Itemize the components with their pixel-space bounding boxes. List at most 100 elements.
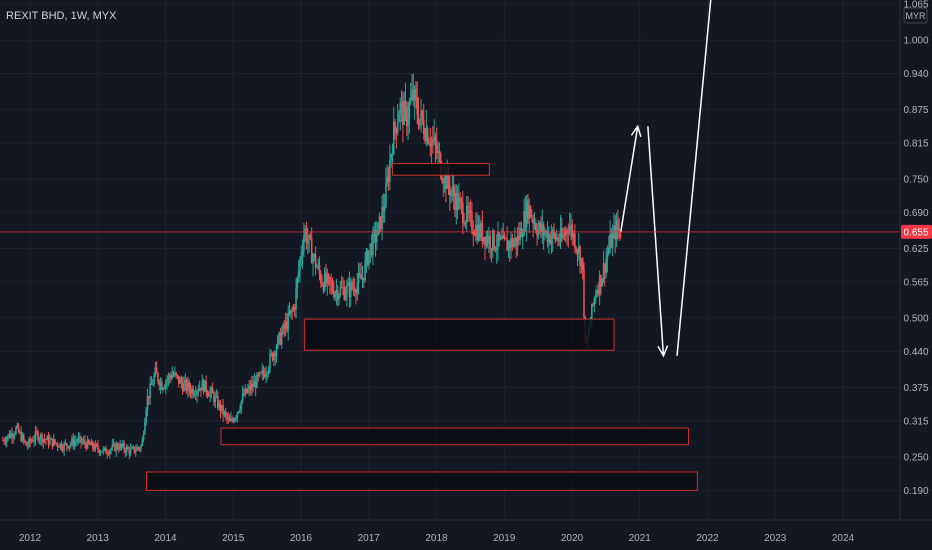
- candle-body: [278, 332, 280, 337]
- candle-body: [116, 444, 119, 449]
- support-zone-box: [146, 471, 698, 491]
- candle-body: [442, 181, 445, 184]
- candle-body: [611, 232, 614, 248]
- candle-body: [525, 200, 528, 227]
- candle-body: [540, 222, 542, 233]
- candle-body: [133, 447, 136, 453]
- candle-body: [274, 352, 277, 357]
- candle-body: [150, 383, 153, 386]
- currency-badge[interactable]: [903, 7, 928, 24]
- candle-body: [191, 388, 193, 394]
- candle-body: [188, 382, 191, 390]
- candle-body: [226, 414, 228, 419]
- candle-body: [601, 279, 604, 287]
- candle-body: [351, 282, 353, 289]
- x-tick-label: 2015: [222, 533, 245, 544]
- candle-body: [305, 228, 308, 244]
- candle-body: [468, 210, 471, 214]
- candle-body: [515, 237, 518, 247]
- candle-body: [404, 100, 407, 107]
- candle-body: [514, 237, 516, 243]
- candle-body: [331, 283, 334, 292]
- candle-body: [348, 282, 351, 298]
- candle-body: [91, 441, 94, 448]
- candle-body: [230, 418, 232, 422]
- x-tick-label: 2016: [290, 533, 313, 544]
- candle-body: [291, 309, 293, 311]
- candle-body: [107, 453, 110, 455]
- candle-body: [551, 230, 554, 238]
- candle-body: [7, 434, 9, 438]
- candle-body: [548, 234, 550, 243]
- candle-body: [600, 274, 602, 287]
- candle-body: [56, 443, 59, 447]
- candle-body: [108, 450, 111, 455]
- candle-body: [344, 294, 347, 300]
- candle-body: [506, 238, 508, 251]
- candle-body: [614, 225, 617, 240]
- candle-body: [317, 265, 319, 268]
- time-axis-ticks: 2012 2013 2014 2015 2016 2017 2018 2019 2020 2021…: [19, 533, 855, 544]
- candle-body: [441, 176, 443, 182]
- candle-body: [521, 234, 524, 238]
- candle-body: [189, 389, 192, 394]
- candle-body: [313, 254, 316, 257]
- candle-body: [204, 380, 206, 392]
- price-axis-panel[interactable]: [900, 0, 932, 520]
- candle-body: [8, 434, 11, 438]
- candle-body: [507, 242, 510, 251]
- candle-body: [456, 192, 459, 209]
- candle-body: [486, 236, 489, 244]
- candle-body: [357, 273, 360, 284]
- candle-body: [164, 381, 167, 388]
- candle-body: [438, 150, 441, 154]
- candle-body: [58, 446, 60, 448]
- candle-body: [217, 396, 219, 408]
- arrow-head: [657, 345, 669, 358]
- candle-body: [323, 272, 326, 291]
- candle-body: [618, 229, 620, 231]
- candle-body: [73, 441, 76, 446]
- candle-body: [310, 238, 313, 264]
- candle-body: [262, 370, 265, 375]
- y-tick-label: 1.000: [903, 36, 928, 47]
- candle-body: [594, 294, 597, 298]
- candle-body: [129, 448, 132, 454]
- y-tick-label: 1.065: [903, 0, 928, 11]
- candle-body: [296, 277, 299, 288]
- candle-body: [478, 224, 481, 237]
- candle-body: [343, 287, 346, 300]
- y-tick-label: 0.750: [903, 175, 928, 186]
- candle-body: [544, 233, 546, 236]
- candle-body: [283, 324, 286, 329]
- candle-body: [312, 256, 314, 264]
- candle-body: [33, 439, 35, 442]
- candle-body: [179, 379, 181, 384]
- candle-body: [115, 444, 118, 452]
- candle-body: [235, 417, 237, 419]
- candle-body: [277, 336, 279, 348]
- y-tick-label: 0.250: [903, 452, 928, 463]
- candle-body: [54, 439, 56, 444]
- time-axis-panel[interactable]: [0, 520, 932, 550]
- candle-body: [3, 440, 6, 442]
- candle-body: [26, 445, 29, 447]
- candle-body: [67, 446, 69, 449]
- candle-body: [558, 241, 561, 243]
- candle-body: [330, 282, 333, 284]
- candle-body: [432, 140, 434, 141]
- candle-body: [519, 228, 521, 240]
- y-tick-label: 0.625: [903, 244, 928, 255]
- candle-body: [244, 388, 247, 396]
- candle-body: [617, 220, 619, 230]
- candle-body: [95, 443, 98, 446]
- candle-body: [422, 119, 425, 135]
- x-tick-label: 2020: [561, 533, 584, 544]
- candle-body: [222, 405, 224, 415]
- candle-body: [101, 451, 103, 453]
- candle-body: [86, 439, 89, 449]
- candle-body: [11, 433, 13, 438]
- candle-body: [503, 234, 506, 239]
- x-tick-label: 2021: [629, 533, 652, 544]
